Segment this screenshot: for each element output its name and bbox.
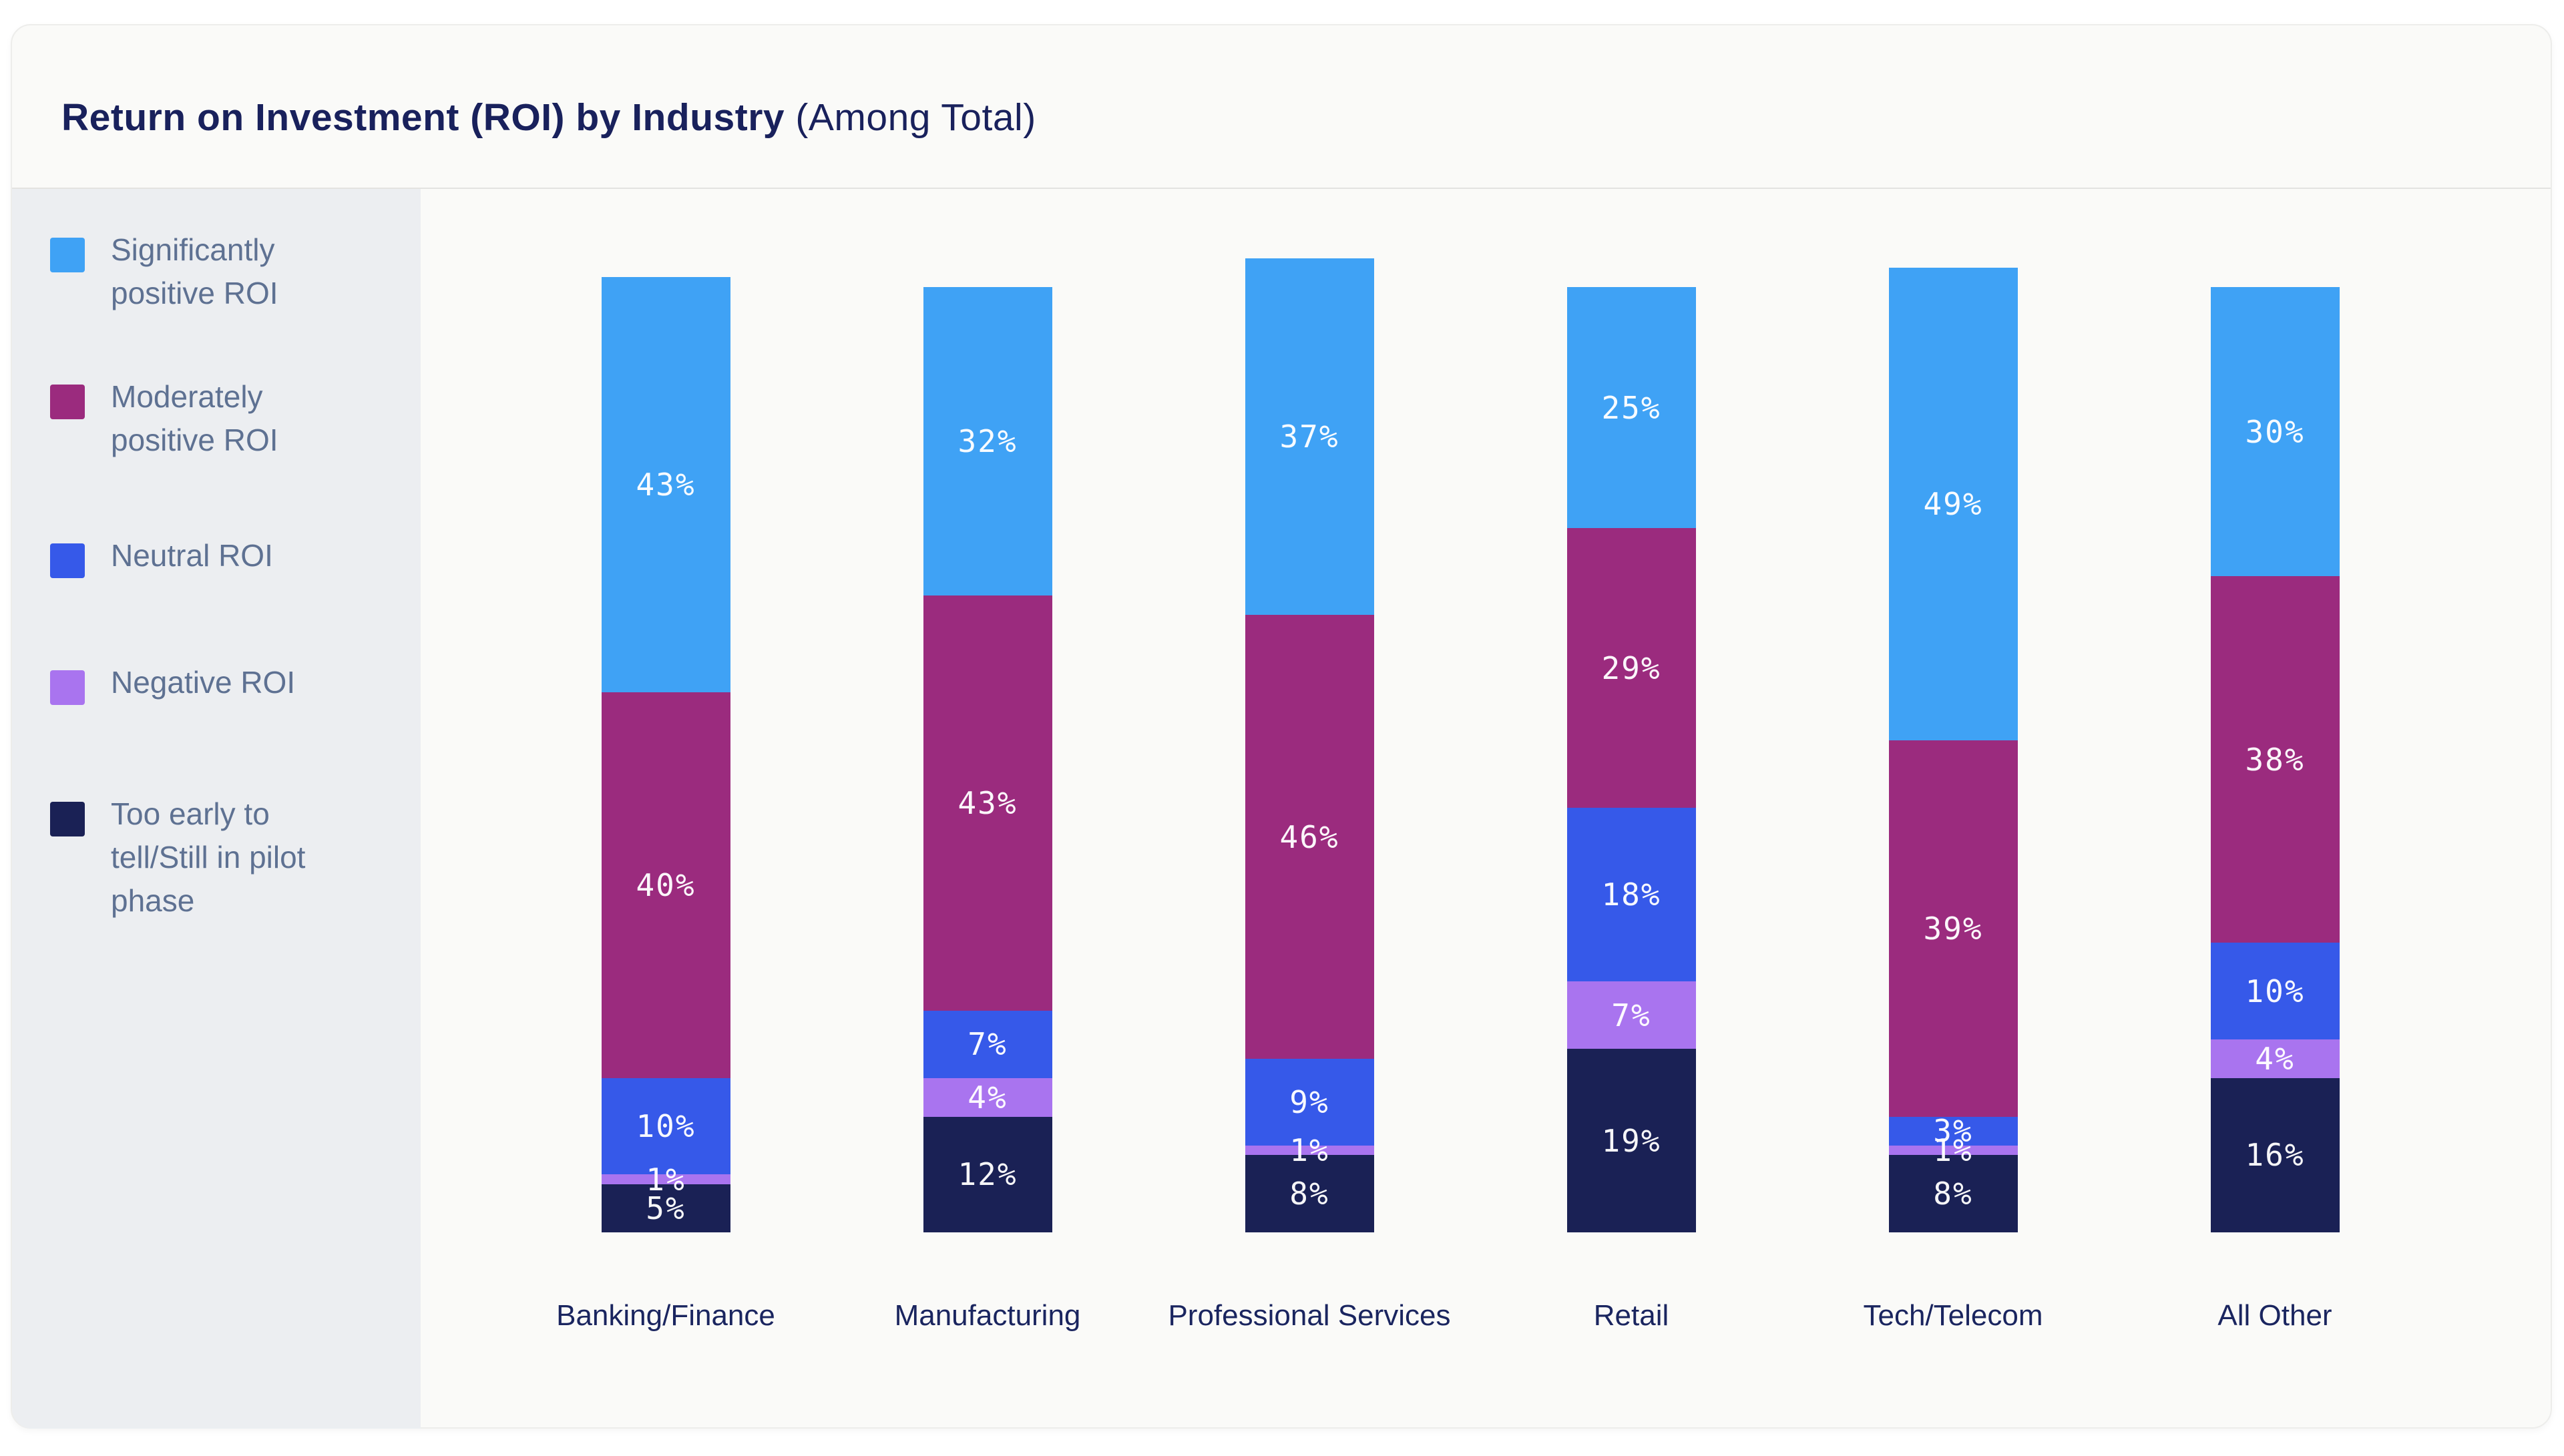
x-axis-label: Tech/Telecom	[1863, 1299, 2043, 1332]
bar-segment[interactable]: 10%	[2210, 943, 2340, 1039]
legend-swatch-negative	[50, 670, 85, 705]
bar-value-label: 1%	[1933, 1132, 1973, 1169]
legend-swatch-moderately-positive	[50, 385, 85, 419]
legend-label: Too early to tell/Still in pilot phase	[111, 796, 306, 918]
bar-segment[interactable]: 19%	[1566, 1049, 1696, 1232]
bar-value-label: 43%	[636, 467, 696, 503]
bar-value-label: 12%	[957, 1156, 1018, 1193]
bar-value-label: 8%	[1289, 1176, 1329, 1212]
chart-title-main: Return on Investment (ROI) by Industry	[61, 96, 785, 139]
bar-segment[interactable]: 8%	[1245, 1155, 1374, 1232]
bar-value-label: 8%	[1933, 1176, 1973, 1212]
bar-value-label: 38%	[2245, 741, 2305, 778]
bar-value-label: 5%	[646, 1190, 686, 1226]
bar-value-label: 10%	[636, 1108, 696, 1145]
x-axis-label: Manufacturing	[894, 1299, 1081, 1332]
bar-segment[interactable]: 18%	[1566, 808, 1696, 982]
legend-item-negative[interactable]: Negative ROI	[50, 661, 378, 705]
chart-title: Return on Investment (ROI) by Industry (…	[61, 95, 1036, 140]
bar-segment[interactable]: 8%	[1888, 1155, 2018, 1232]
bar-value-label: 10%	[2245, 973, 2305, 1009]
bar-segment[interactable]: 10%	[601, 1077, 730, 1175]
bar-segment[interactable]: 25%	[1566, 286, 1696, 529]
bar-segment[interactable]: 7%	[1566, 981, 1696, 1049]
bar-segment[interactable]: 30%	[2210, 286, 2340, 577]
legend-item-too-early[interactable]: Too early to tell/Still in pilot phase	[50, 792, 378, 923]
bar-value-label: 9%	[1289, 1083, 1329, 1120]
bar-segment[interactable]: 1%	[1888, 1135, 2018, 1166]
bar-segment[interactable]: 39%	[1888, 740, 2018, 1117]
x-axis-label: Banking/Finance	[556, 1299, 775, 1332]
bar-value-label: 25%	[1601, 389, 1661, 426]
bar-value-label: 16%	[2245, 1137, 2305, 1174]
chart-card: Return on Investment (ROI) by Industry (…	[11, 24, 2552, 1429]
bar-segment[interactable]: 12%	[923, 1116, 1052, 1232]
bar-segment[interactable]: 38%	[2210, 576, 2340, 943]
bar-segment[interactable]: 1%	[601, 1164, 730, 1195]
bar-value-label: 1%	[1289, 1132, 1329, 1169]
bar-value-label: 4%	[2255, 1040, 2295, 1077]
legend-swatch-neutral	[50, 543, 85, 578]
bar-segment[interactable]: 40%	[601, 692, 730, 1078]
plot: 43% 40% 10% 1% 5% Banking/Finance 32% 43% 7% 4% 12…	[421, 189, 2552, 1429]
bar-segment[interactable]: 43%	[601, 277, 730, 692]
legend-panel: Significantly positive ROI Moderately po…	[12, 189, 421, 1429]
bar-segment[interactable]: 32%	[923, 286, 1052, 596]
legend-item-neutral[interactable]: Neutral ROI	[50, 534, 378, 578]
bar-value-label: 3%	[1933, 1113, 1973, 1150]
legend-label: Negative ROI	[111, 665, 296, 700]
bar-professional-services[interactable]: 37% 46% 9% 1% 8%	[1245, 258, 1374, 1232]
bar-segment[interactable]: 5%	[601, 1184, 730, 1232]
legend-item-significantly-positive[interactable]: Significantly positive ROI	[50, 228, 378, 315]
bar-value-label: 18%	[1601, 877, 1661, 913]
bar-value-label: 1%	[646, 1161, 686, 1198]
legend-swatch-too-early	[50, 802, 85, 836]
bar-value-label: 19%	[1601, 1122, 1661, 1159]
chart-title-qualifier: (Among Total)	[785, 96, 1036, 139]
bar-value-label: 29%	[1601, 650, 1661, 686]
chart-header: Return on Investment (ROI) by Industry (…	[12, 25, 2551, 189]
legend-label: Neutral ROI	[111, 538, 273, 573]
bar-value-label: 49%	[1923, 486, 1983, 523]
bar-banking-finance[interactable]: 43% 40% 10% 1% 5%	[601, 277, 730, 1232]
bar-value-label: 7%	[1611, 997, 1651, 1033]
bar-value-label: 30%	[2245, 413, 2305, 450]
bar-value-label: 40%	[636, 867, 696, 903]
legend-label: Significantly positive ROI	[111, 232, 278, 310]
bar-segment[interactable]: 43%	[923, 595, 1052, 1011]
bar-segment[interactable]: 37%	[1245, 258, 1374, 616]
bar-value-label: 39%	[1923, 910, 1983, 947]
bar-segment[interactable]: 9%	[1245, 1058, 1374, 1146]
bar-manufacturing[interactable]: 32% 43% 7% 4% 12%	[923, 286, 1052, 1232]
x-axis-label: Professional Services	[1168, 1299, 1451, 1332]
bar-segment[interactable]: 4%	[923, 1077, 1052, 1117]
legend-item-moderately-positive[interactable]: Moderately positive ROI	[50, 375, 378, 462]
bar-segment[interactable]: 4%	[2210, 1039, 2340, 1078]
legend-swatch-significantly-positive	[50, 238, 85, 272]
bar-value-label: 46%	[1279, 818, 1339, 855]
bar-segment[interactable]: 46%	[1245, 615, 1374, 1059]
x-axis-label: Retail	[1593, 1299, 1669, 1332]
bar-segment[interactable]: 7%	[923, 1010, 1052, 1078]
bar-segment[interactable]: 1%	[1245, 1135, 1374, 1166]
bar-value-label: 43%	[957, 784, 1018, 821]
bar-segment[interactable]: 3%	[1888, 1113, 2018, 1150]
bar-tech-telecom[interactable]: 49% 39% 3% 1% 8%	[1888, 268, 2018, 1232]
bar-segment[interactable]: 29%	[1566, 528, 1696, 808]
bar-value-label: 32%	[957, 423, 1018, 460]
bar-all-other[interactable]: 30% 38% 10% 4% 16%	[2210, 286, 2340, 1232]
x-axis-label: All Other	[2217, 1299, 2332, 1332]
bar-segment[interactable]: 16%	[2210, 1077, 2340, 1232]
bar-value-label: 37%	[1279, 418, 1339, 455]
bar-value-label: 7%	[968, 1026, 1008, 1063]
bar-segment[interactable]: 49%	[1888, 268, 2018, 741]
bar-value-label: 4%	[968, 1079, 1008, 1116]
legend-label: Moderately positive ROI	[111, 379, 278, 457]
bar-retail[interactable]: 25% 29% 18% 7% 19%	[1566, 286, 1696, 1232]
